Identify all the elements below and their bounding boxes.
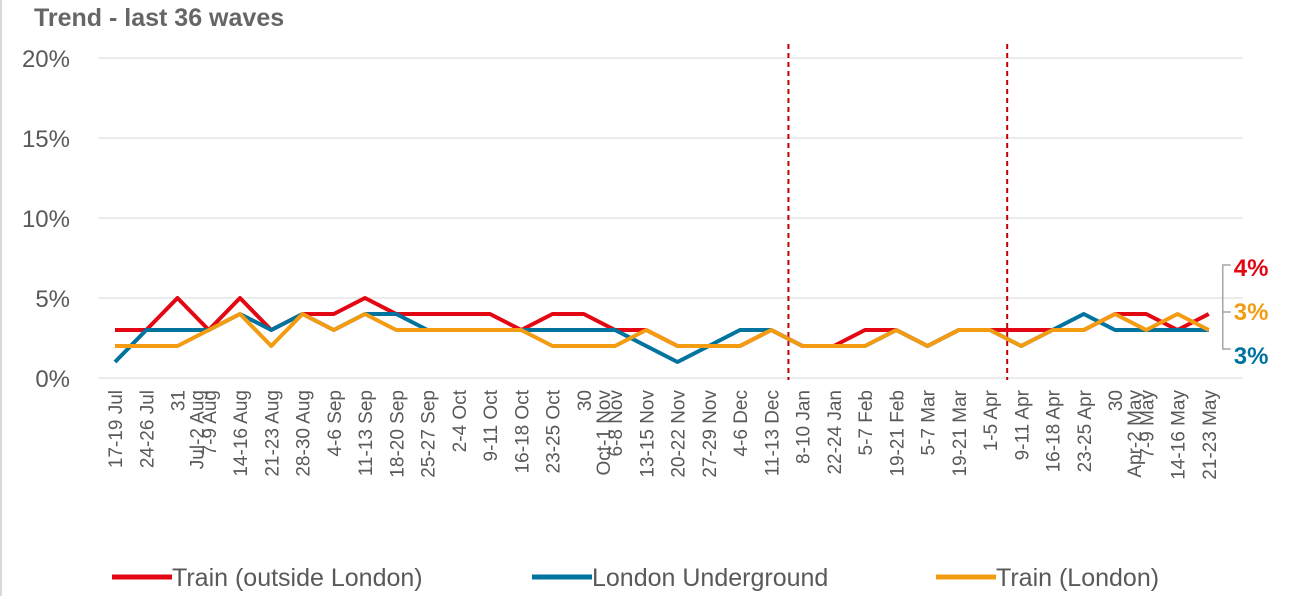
panel-left-border (0, 0, 2, 596)
x-tick-label: 7-9 May (1137, 390, 1158, 459)
gridlines (98, 57, 1243, 379)
x-tick-label: 21-23 Aug (262, 390, 283, 477)
x-tick-label: 13-15 Nov (637, 390, 658, 478)
x-tick-label: 5-7 Mar (919, 389, 940, 455)
end-label-bracket (1222, 264, 1231, 350)
y-tick-label: 20% (22, 46, 70, 73)
x-tick-label: 23-25 Apr (1075, 389, 1096, 472)
x-tick-label: 2-4 Oct (450, 389, 471, 452)
x-tick-label: 17-19 Jul (106, 390, 127, 468)
x-tick-label: 11-13 Dec (762, 390, 783, 476)
legend-label: London Underground (592, 564, 828, 592)
x-tick-label: 7-9 Aug (200, 390, 221, 456)
period-markers (787, 44, 1009, 380)
y-axis-ticks: 0% 5% 10% 15% 20% (22, 46, 70, 393)
x-tick-label: 19-21 Feb (887, 390, 908, 477)
x-tick-label: 14-16 May (1169, 390, 1190, 480)
x-tick-label: 21-23 May (1200, 390, 1221, 480)
x-tick-label: 16-18 Oct (512, 389, 533, 473)
x-tick-label: 14-16 Aug (231, 390, 252, 477)
x-tick-label: 30Oct-1 Nov (575, 390, 615, 476)
y-tick-label: 5% (35, 286, 70, 313)
y-tick-label: 10% (22, 206, 70, 233)
x-tick-label: 22-24 Jan (825, 390, 846, 475)
x-tick-label: 19-21 Mar (950, 389, 971, 476)
x-tick-label: 24-26 Jul (137, 390, 158, 468)
x-tick-label: 27-29 Nov (700, 390, 721, 478)
end-value-labels: 4% 3% 3% (1222, 255, 1269, 370)
x-tick-label: 8-10 Jan (794, 390, 815, 464)
y-tick-label: 15% (22, 126, 70, 153)
x-tick-label: 18-20 Sep (387, 390, 408, 478)
x-tick-label: 16-18 Apr (1044, 389, 1065, 472)
legend: Train (outside London) London Underground… (112, 564, 1159, 592)
series-lines (113, 296, 1210, 364)
legend-label: Train (London) (996, 564, 1159, 592)
x-tick-label: 31Jul-2 Aug (169, 390, 209, 469)
x-tick-label: 30Apr-2 May (1106, 390, 1146, 478)
x-tick-label: 4-6 Sep (325, 390, 346, 457)
x-tick-label: 9-11 Apr (1012, 389, 1033, 460)
x-tick-label: 28-30 Aug (294, 390, 315, 477)
end-label: 3% (1234, 299, 1269, 326)
x-tick-label: 4-6 Dec (731, 390, 752, 457)
chart-subtitle: Trend - last 36 waves (34, 4, 285, 32)
x-tick-label: 25-27 Sep (419, 390, 440, 478)
end-label: 4% (1234, 255, 1269, 282)
y-tick-label: 0% (35, 366, 70, 393)
legend-label: Train (outside London) (172, 564, 423, 592)
x-tick-label: 6-8 Nov (606, 390, 627, 457)
x-tick-label: 9-11 Oct (481, 389, 502, 461)
x-tick-label: 1-5 Apr (981, 389, 1002, 451)
x-tick-label: 5-7 Feb (856, 390, 877, 455)
x-tick-label: 20-22 Nov (669, 390, 690, 478)
x-tick-label: 23-25 Oct (544, 389, 565, 473)
x-tick-label: 11-13 Sep (356, 390, 377, 476)
end-label: 3% (1234, 343, 1269, 370)
series-line (115, 312, 1210, 348)
